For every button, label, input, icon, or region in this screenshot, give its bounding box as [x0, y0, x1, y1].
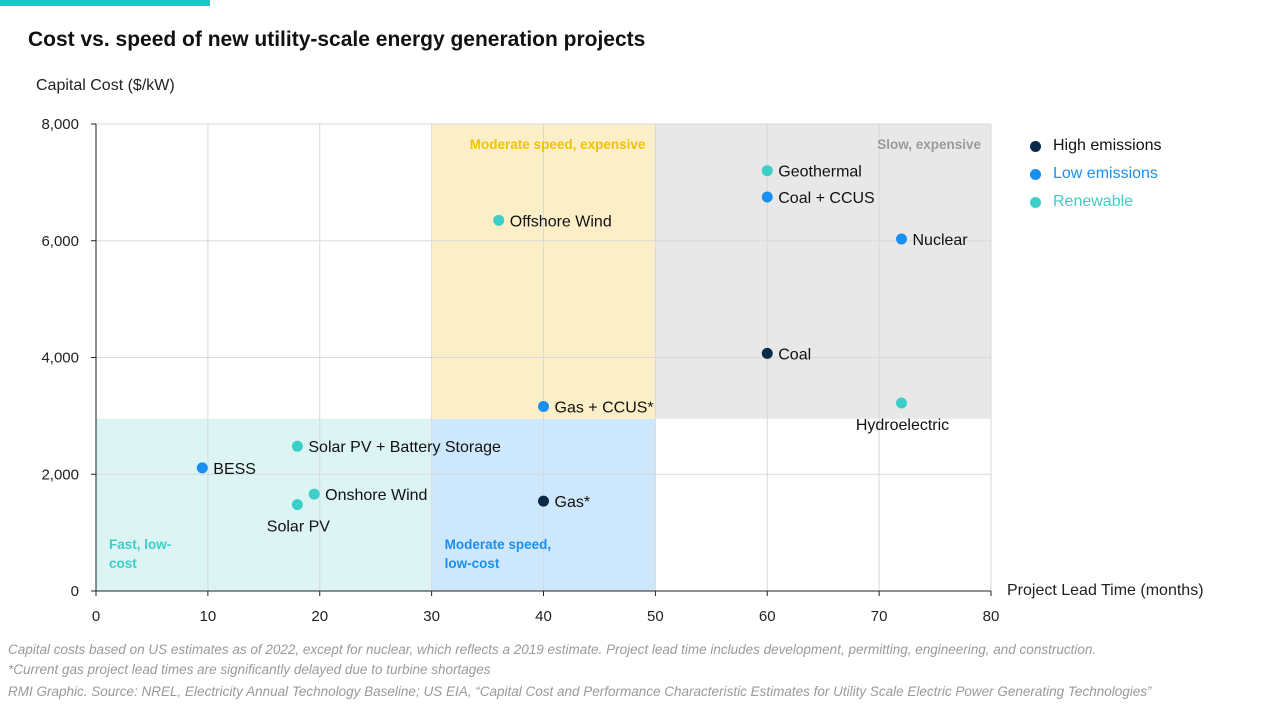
point-coal-ccus [761, 191, 773, 203]
point-label-hydroelectric: Hydroelectric [856, 417, 949, 434]
point-label-offshore-wind: Offshore Wind [510, 213, 612, 230]
point-group-offshore-wind: Offshore Wind [493, 213, 612, 230]
y-tick-label: 8,000 [41, 116, 79, 133]
footnote-methodology: Capital costs based on US estimates as o… [8, 642, 1097, 657]
legend-dot-low-emissions [1030, 168, 1041, 180]
accent-bar [0, 0, 210, 6]
legend-dot-high-emissions [1030, 140, 1041, 152]
chart-title: Cost vs. speed of new utility-scale ener… [28, 28, 646, 51]
y-tick-label: 0 [71, 583, 79, 600]
point-label-gas-ccus: Gas + CCUS* [555, 400, 654, 417]
legend-item-low-emissions: Low emissions [1030, 160, 1161, 188]
legend-item-high-emissions: High emissions [1030, 132, 1161, 160]
footnotes: Capital costs based on US estimates as o… [8, 640, 1152, 702]
y-axis-label: Capital Cost ($/kW) [36, 77, 175, 94]
point-group-hydroelectric: Hydroelectric [856, 397, 949, 434]
point-label-onshore-wind: Onshore Wind [325, 487, 427, 504]
source-credit: RMI Graphic. Source: NREL, Electricity A… [8, 684, 1152, 699]
x-tick-label: 10 [200, 608, 217, 625]
point-group-bess: BESS [196, 461, 256, 478]
point-label-geothermal: Geothermal [778, 164, 862, 181]
y-tick-label: 2,000 [41, 466, 79, 483]
zone-labels-layer: Fast, low-cost Moderate speed, low-cost Mod… [109, 137, 981, 571]
zone-label-moderate-speed-low-cost: Moderate speed, low-cost [445, 537, 552, 571]
point-group-solar-pv-battery-storage: Solar PV + Battery Storage [291, 439, 501, 456]
x-tick-label: 20 [311, 608, 328, 625]
x-tick-label: 40 [535, 608, 552, 625]
point-label-solar-pv: Solar PV [267, 519, 330, 536]
chart-plot: 0 2,000 4,000 6,000 8,000 0 10 20 30 40 50 60 70 80 F… [41, 116, 999, 625]
point-bess [196, 462, 208, 474]
point-solar-pv-battery-storage [291, 440, 303, 452]
zone-fast-low-cost [96, 418, 432, 591]
legend-item-renewable: Renewable [1030, 188, 1161, 216]
zone-label-fast-low-cost: Fast, low-cost [109, 537, 171, 571]
legend-label-renewable: Renewable [1053, 193, 1134, 210]
point-group-coal-ccus: Coal + CCUS [761, 190, 875, 207]
axes-layer: 0 2,000 4,000 6,000 8,000 0 10 20 30 40 50 60 70 80 [41, 116, 999, 625]
point-gas [538, 495, 549, 507]
point-label-solar-pv-battery-storage: Solar PV + Battery Storage [308, 439, 501, 456]
zone-label-moderate-speed-expensive: Moderate speed, expensive [470, 137, 646, 152]
point-group-gas: Gas* [538, 494, 590, 511]
point-label-coal-ccus: Coal + CCUS [778, 190, 874, 207]
point-group-solar-pv: Solar PV [267, 499, 330, 536]
point-group-geothermal: Geothermal [761, 164, 862, 181]
legend-dot-renewable [1030, 196, 1041, 208]
x-tick-label: 30 [423, 608, 440, 625]
zone-label-slow-expensive: Slow, expensive [877, 137, 981, 152]
footnote-gas-delay: *Current gas project lead times are sign… [8, 662, 491, 677]
zone-slow-expensive [655, 124, 991, 419]
point-hydroelectric [896, 397, 907, 409]
point-onshore-wind [308, 488, 320, 500]
point-coal [761, 347, 773, 359]
point-group-onshore-wind: Onshore Wind [308, 487, 427, 504]
legend: High emissions Low emissions Renewable [1030, 132, 1161, 216]
y-tick-label: 6,000 [41, 233, 79, 250]
x-tick-label: 0 [92, 608, 100, 625]
x-tick-label: 50 [647, 608, 664, 625]
point-label-bess: BESS [213, 461, 256, 478]
point-geothermal [761, 165, 773, 177]
x-tick-label: 80 [983, 608, 1000, 625]
point-solar-pv [291, 499, 303, 511]
legend-label-high-emissions: High emissions [1053, 137, 1162, 154]
point-label-coal: Coal [778, 346, 811, 363]
x-tick-label: 70 [871, 608, 888, 625]
point-nuclear [896, 233, 907, 245]
x-tick-label: 60 [759, 608, 776, 625]
point-group-gas-ccus: Gas + CCUS* [538, 400, 654, 417]
point-group-coal: Coal [761, 346, 811, 363]
points-layer: Geothermal Coal + CCUS Nuclear Offshore Win… [196, 164, 968, 536]
point-offshore-wind [493, 214, 505, 226]
point-label-nuclear: Nuclear [913, 232, 969, 249]
point-label-gas: Gas* [555, 494, 591, 511]
legend-label-low-emissions: Low emissions [1053, 165, 1158, 182]
point-group-nuclear: Nuclear [896, 232, 968, 249]
point-gas-ccus [538, 401, 549, 413]
x-axis-label: Project Lead Time (months) [1007, 582, 1204, 599]
y-tick-label: 4,000 [41, 350, 79, 367]
